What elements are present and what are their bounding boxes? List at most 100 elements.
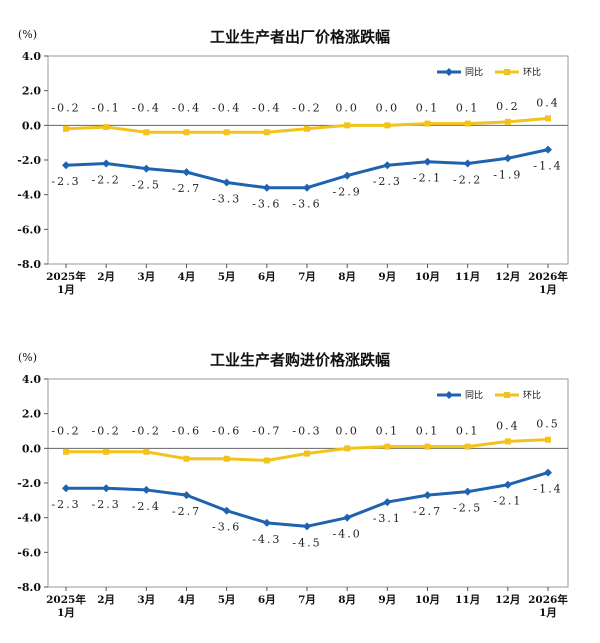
point-yoy [142, 164, 151, 173]
legend-label-mom: 环比 [523, 389, 541, 401]
x-tick-label: 2月 [97, 271, 115, 283]
point-yoy [503, 480, 512, 489]
legend-marker-yoy [445, 391, 453, 399]
data-label-mom: -0.4 [132, 101, 161, 114]
point-mom [223, 129, 230, 136]
y-axis-unit: (%) [18, 351, 37, 364]
point-yoy [62, 484, 70, 493]
point-mom [304, 125, 310, 132]
x-tick-label: 10月 [415, 594, 440, 606]
legend-marker-mom [504, 392, 510, 398]
chart-ppi-output: 工业生产者出厂价格涨跌幅 (%) 4.0 2.0 0.0 -2.0 -4.0 -6.0 -8.0… [0, 10, 600, 320]
data-label-mom: 0.5 [536, 418, 560, 431]
chart-title: 工业生产者出厂价格涨跌幅 [210, 28, 390, 46]
x-tick-label: 5月 [218, 271, 236, 283]
series-line-mom [66, 438, 549, 462]
data-label-mom: -0.2 [51, 101, 80, 114]
y-tick-label: 4.0 [22, 50, 41, 63]
data-label-yoy: -2.3 [92, 498, 121, 511]
data-label-yoy: -2.3 [373, 175, 402, 188]
chart-ppi-output-svg: 工业生产者出厂价格涨跌幅 (%) 4.0 2.0 0.0 -2.0 -4.0 -6.0 -8.0… [17, 28, 569, 296]
data-label-yoy: -1.4 [533, 483, 562, 496]
data-label-yoy: -1.4 [533, 160, 562, 173]
x-tick-label: 3月 [137, 594, 155, 606]
legend-marker-mom [504, 69, 510, 75]
point-yoy [343, 513, 352, 522]
point-mom [103, 448, 110, 455]
x-tick-label: 9月 [378, 271, 396, 283]
data-label-mom: -0.2 [292, 101, 321, 114]
data-label-mom: -0.2 [51, 424, 80, 437]
x-tick-label: 5月 [218, 594, 236, 606]
data-label-yoy: -2.5 [132, 179, 161, 192]
point-mom [545, 436, 551, 443]
x-tick-label: 12月 [495, 594, 520, 606]
data-label-yoy: -2.7 [172, 505, 201, 518]
point-yoy [463, 487, 472, 496]
data-label-yoy: -2.1 [493, 495, 522, 508]
data-label-mom: 0.0 [376, 101, 400, 114]
data-label-mom: -0.3 [292, 424, 321, 437]
data-label-mom: 0.1 [456, 101, 480, 114]
point-yoy [142, 485, 151, 494]
point-mom [384, 122, 391, 129]
x-tick-label: 12月 [495, 271, 520, 283]
y-tick-label: -6.0 [17, 223, 41, 236]
x-tick-label: 4月 [178, 594, 196, 606]
data-label-mom: 0.1 [416, 101, 440, 114]
point-yoy [463, 159, 472, 168]
data-label-yoy: -2.3 [51, 498, 80, 511]
x-tick-label: 2025年 1月 [46, 593, 86, 619]
data-label-yoy: -2.7 [172, 182, 201, 195]
x-tick-label: 9月 [378, 594, 396, 606]
data-label-yoy: -3.3 [212, 193, 241, 206]
point-yoy [262, 183, 271, 192]
point-mom [464, 120, 471, 127]
x-tick-label: 11月 [455, 271, 480, 283]
data-label-mom: 0.1 [416, 424, 440, 437]
x-tick-label: 3月 [137, 271, 155, 283]
legend-label-yoy: 同比 [465, 66, 483, 78]
point-mom [103, 124, 110, 131]
point-yoy [423, 491, 432, 500]
y-tick-label: -4.0 [17, 512, 41, 525]
point-yoy [222, 178, 231, 187]
data-label-mom: 0.0 [335, 101, 359, 114]
y-tick-label: 0.0 [22, 442, 41, 455]
x-tick-label: 2025年 1月 [46, 270, 86, 296]
data-label-mom: -0.2 [132, 424, 161, 437]
point-mom [344, 445, 351, 452]
point-mom [504, 118, 511, 125]
data-label-yoy: -3.6 [292, 198, 321, 211]
data-label-mom: -0.4 [172, 101, 201, 114]
x-tick-label: 2026年 1月 [528, 270, 568, 296]
point-mom [63, 125, 69, 132]
point-mom [545, 115, 551, 122]
data-label-mom: -0.1 [92, 101, 121, 114]
point-yoy [182, 168, 191, 177]
point-mom [384, 443, 391, 450]
data-label-mom: -0.2 [92, 424, 121, 437]
point-mom [304, 450, 310, 457]
y-tick-label: -6.0 [17, 546, 41, 559]
x-tick-label: 10月 [415, 271, 440, 283]
data-label-yoy: -4.0 [333, 528, 362, 541]
y-axis-unit: (%) [18, 28, 37, 41]
legend-label-mom: 环比 [523, 66, 541, 78]
point-yoy [182, 491, 191, 500]
data-label-mom: 0.2 [496, 100, 520, 113]
point-mom [424, 120, 431, 127]
chart-ppi-input: 工业生产者购进价格涨跌幅 (%) 4.0 2.0 0.0 -2.0 -4.0 -6.0 -8.0… [0, 333, 600, 643]
point-yoy [303, 183, 311, 192]
point-yoy [102, 484, 111, 493]
y-tick-label: 2.0 [22, 408, 41, 421]
x-tick-label: 7月 [298, 594, 316, 606]
x-tick-label: 6月 [258, 271, 276, 283]
y-tick-label: 4.0 [22, 373, 41, 386]
y-tick-label: 0.0 [22, 119, 41, 132]
point-mom [344, 122, 351, 129]
data-label-yoy: -4.3 [252, 533, 281, 546]
data-label-yoy: -2.2 [92, 173, 121, 186]
data-label-mom: 0.0 [335, 424, 359, 437]
x-tick-label: 6月 [258, 594, 276, 606]
